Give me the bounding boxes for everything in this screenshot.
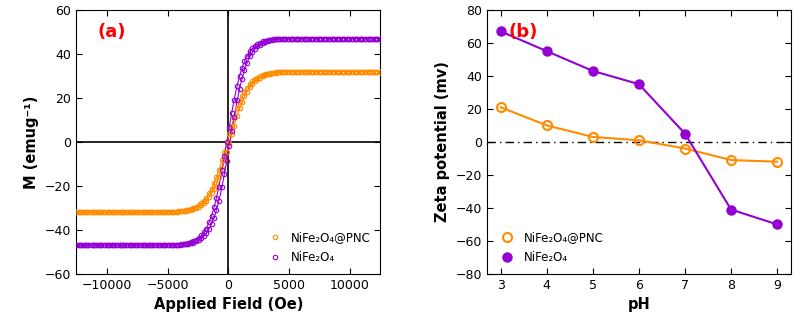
NiFe₂O₄: [71, 243, 81, 247]
NiFe₂O₄: [772, 222, 781, 226]
NiFe₂O₄: [135, 243, 144, 247]
NiFe₂O₄@PNC: [365, 70, 375, 74]
NiFe₂O₄@PNC: [679, 147, 689, 150]
NiFe₂O₄@PNC: [587, 135, 597, 139]
NiFe₂O₄@PNC: [495, 105, 504, 109]
NiFe₂O₄@PNC: [239, 94, 249, 98]
Line: NiFe₂O₄: NiFe₂O₄: [74, 36, 382, 248]
NiFe₂O₄: [153, 243, 163, 247]
Legend: NiFe₂O₄@PNC, NiFe₂O₄: NiFe₂O₄@PNC, NiFe₂O₄: [260, 228, 374, 268]
NiFe₂O₄@PNC: [280, 70, 290, 74]
NiFe₂O₄: [239, 68, 249, 72]
Y-axis label: M (emug⁻¹): M (emug⁻¹): [25, 95, 39, 188]
Line: NiFe₂O₄@PNC: NiFe₂O₄@PNC: [74, 69, 382, 214]
X-axis label: Applied Field (Oe): Applied Field (Oe): [153, 297, 302, 312]
NiFe₂O₄: [725, 208, 735, 212]
NiFe₂O₄: [311, 37, 321, 41]
Y-axis label: Zeta potential (mv): Zeta potential (mv): [435, 61, 449, 222]
Text: (a): (a): [98, 23, 126, 41]
NiFe₂O₄@PNC: [725, 158, 735, 162]
NiFe₂O₄: [679, 132, 689, 136]
NiFe₂O₄: [365, 37, 375, 41]
Legend: NiFe₂O₄@PNC, NiFe₂O₄: NiFe₂O₄@PNC, NiFe₂O₄: [492, 228, 606, 268]
NiFe₂O₄@PNC: [71, 210, 81, 214]
X-axis label: pH: pH: [626, 297, 650, 312]
NiFe₂O₄@PNC: [311, 70, 321, 74]
NiFe₂O₄@PNC: [135, 210, 144, 214]
Text: (b): (b): [508, 23, 537, 41]
NiFe₂O₄: [375, 37, 385, 41]
NiFe₂O₄: [280, 37, 290, 41]
NiFe₂O₄: [541, 49, 551, 53]
NiFe₂O₄: [634, 82, 643, 86]
NiFe₂O₄: [495, 29, 504, 33]
NiFe₂O₄: [587, 69, 597, 73]
Line: NiFe₂O₄: NiFe₂O₄: [496, 27, 780, 229]
NiFe₂O₄@PNC: [541, 123, 551, 127]
NiFe₂O₄@PNC: [634, 138, 643, 142]
NiFe₂O₄@PNC: [375, 70, 385, 74]
NiFe₂O₄@PNC: [772, 160, 781, 164]
NiFe₂O₄@PNC: [153, 210, 163, 214]
Line: NiFe₂O₄@PNC: NiFe₂O₄@PNC: [496, 103, 780, 166]
